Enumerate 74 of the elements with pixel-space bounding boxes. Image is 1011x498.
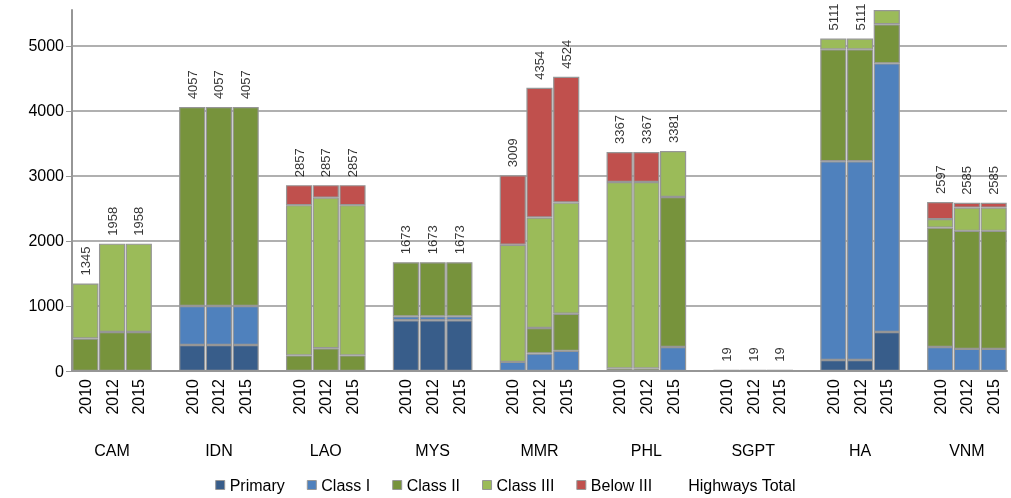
total-label: 1673 (451, 225, 467, 255)
x-tick-label: 2010 (824, 378, 842, 415)
y-tick-label: 0 (55, 362, 65, 380)
total-label: 2857 (318, 148, 334, 178)
text: IDN (205, 441, 233, 459)
total-label: 19 (745, 347, 761, 362)
total-label: 4354 (532, 50, 547, 80)
total-label: 4057 (211, 70, 227, 100)
total-label: 2857 (345, 148, 360, 178)
total-label: 4524 (558, 39, 574, 69)
x-tick-label: 2010 (718, 378, 735, 415)
x-tick-label: 2012 (744, 378, 762, 415)
total-label: 19 (772, 347, 788, 362)
total-label: 1673 (398, 225, 414, 255)
text: LAO (309, 441, 342, 459)
x-tick-label: 2010 (931, 378, 949, 415)
legend-label: Class III (496, 476, 555, 494)
x-tick-label: 2012 (851, 378, 869, 415)
text: MMR (520, 441, 559, 459)
total-label: 1958 (131, 206, 147, 236)
total-label: 4057 (238, 70, 254, 100)
x-tick-label: 2015 (130, 378, 148, 415)
text: CAM (94, 441, 130, 459)
total-label: 1673 (425, 225, 441, 255)
total-label: 2585 (959, 165, 975, 195)
total-label: 2585 (986, 165, 1002, 195)
x-tick-label: 2012 (103, 378, 121, 415)
total-label: 4057 (184, 70, 200, 100)
total-label: 3009 (505, 138, 521, 168)
x-tick-label: 2010 (76, 378, 94, 415)
x-tick-label: 2010 (290, 378, 308, 415)
x-tick-label: 2010 (611, 378, 629, 415)
x-tick-label: 2010 (504, 378, 522, 415)
total-label: 3367 (638, 115, 654, 144)
total-label: 2597 (932, 165, 948, 195)
x-tick-label: 2015 (878, 378, 896, 415)
x-tick-label: 2015 (344, 378, 361, 415)
text: Highways Total (688, 476, 796, 494)
legend-label: Class II (406, 476, 461, 494)
total-label: 5111 (825, 3, 841, 31)
total-label: 5111 (852, 3, 868, 31)
x-tick-label: 2012 (424, 378, 442, 415)
total-label: 3381 (665, 114, 681, 144)
total-label: 1958 (104, 206, 120, 236)
x-tick-label: 2012 (637, 378, 655, 415)
text: VNM (949, 441, 985, 459)
x-tick-label: 2015 (664, 378, 682, 415)
total-label: 2857 (291, 148, 307, 178)
x-tick-label: 2012 (210, 378, 228, 415)
x-tick-label: 2015 (237, 378, 255, 415)
text: MYS (415, 441, 450, 459)
x-tick-label: 2010 (397, 378, 415, 415)
legend-label: Below III (590, 476, 653, 494)
legend-label: Primary (229, 476, 285, 494)
x-tick-label: 2015 (450, 378, 468, 415)
y-tick-label: 3000 (28, 167, 65, 185)
y-tick-label: 4000 (28, 102, 65, 120)
total-label: 3367 (612, 115, 628, 144)
x-tick-label: 2015 (985, 378, 1003, 415)
x-tick-label: 2012 (317, 378, 335, 415)
x-tick-label: 2015 (771, 378, 789, 415)
legend-label: Class I (321, 476, 371, 494)
total-label: 1345 (77, 246, 93, 276)
text: SGPT (731, 441, 776, 459)
text: PHL (630, 441, 663, 459)
total-label: 19 (719, 347, 734, 362)
y-tick-label: 5000 (28, 37, 65, 55)
y-tick-label: 1000 (28, 297, 65, 315)
text: HA (848, 441, 872, 459)
y-tick-label: 2000 (28, 232, 65, 250)
x-tick-label: 2015 (557, 378, 575, 415)
x-tick-label: 2010 (183, 378, 201, 415)
x-tick-label: 2012 (531, 378, 548, 415)
x-tick-label: 2012 (958, 378, 976, 415)
